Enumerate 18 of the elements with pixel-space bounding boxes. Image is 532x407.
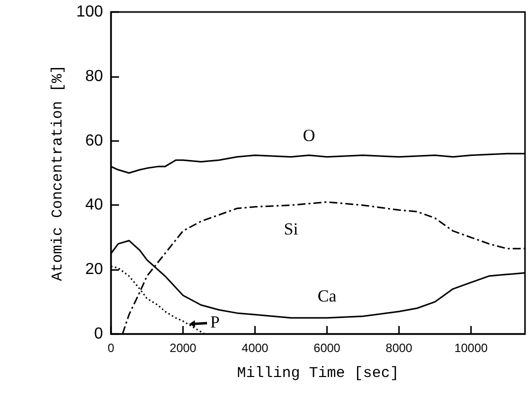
y-tick-label: 0 bbox=[94, 326, 104, 342]
y-axis-title: Atomic Concentration [%] bbox=[49, 64, 66, 282]
x-tick-label: 6000 bbox=[314, 341, 341, 355]
series-label: Ca bbox=[318, 286, 337, 306]
x-tick-label: 10000 bbox=[454, 341, 488, 355]
x-tick-label: 0 bbox=[108, 341, 115, 355]
x-tick-label: 2000 bbox=[170, 341, 197, 355]
x-axis-title: Milling Time [sec] bbox=[236, 365, 400, 382]
y-tick-label: 80 bbox=[85, 68, 104, 85]
y-tick-label: 60 bbox=[85, 132, 104, 150]
legend-label: P bbox=[210, 312, 220, 332]
y-tick-label: 20 bbox=[85, 261, 104, 278]
y-tick-label: 100 bbox=[76, 4, 104, 20]
series-label: Si bbox=[284, 220, 298, 239]
y-tick-label: 40 bbox=[85, 196, 104, 214]
x-tick-label: 8000 bbox=[386, 341, 413, 355]
x-tick-label: 4000 bbox=[242, 341, 269, 355]
series-label: O bbox=[302, 126, 316, 145]
